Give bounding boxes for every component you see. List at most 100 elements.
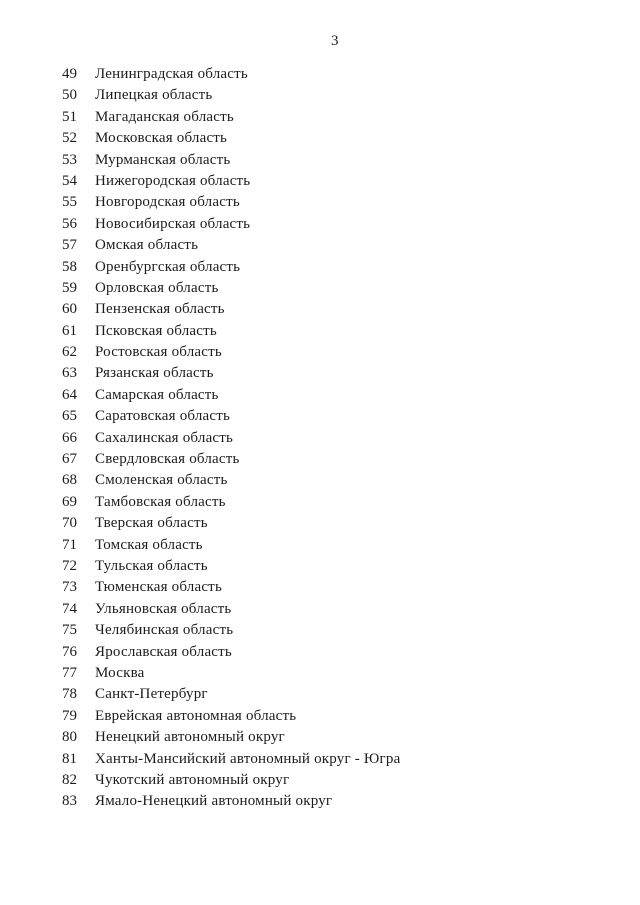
item-label: Ростовская область [95,344,222,361]
item-label: Тамбовская область [95,493,226,510]
item-number: 80 [62,729,77,746]
list-item: 51 Магаданская область [62,107,620,128]
item-number: 56 [62,215,77,232]
item-label: Магаданская область [95,108,234,125]
item-number: 81 [62,750,77,767]
list-item: 79 Еврейская автономная область [62,706,620,727]
item-label: Тюменская область [95,579,222,596]
item-label: Рязанская область [95,365,214,382]
item-label: Новгородская область [95,194,240,211]
list-item: 57 Омская область [62,235,620,256]
list-item: 60 Пензенская область [62,299,620,320]
list-item: 73 Тюменская область [62,577,620,598]
item-label: Оренбургская область [95,258,241,275]
list-item: 78 Санкт-Петербург [62,684,620,705]
list-item: 66 Сахалинская область [62,428,620,449]
list-item: 64 Самарская область [62,385,620,406]
item-label: Московская область [95,130,228,147]
item-label: Саратовская область [95,408,231,425]
item-label: Тверская область [95,515,208,532]
list-item: 54 Нижегородская область [62,171,620,192]
item-number: 58 [62,258,77,275]
list-item: 81 Ханты-Мансийский автономный округ - Юг… [62,749,620,770]
list-item: 65 Саратовская область [62,406,620,427]
item-label: Орловская область [95,279,219,296]
item-number: 75 [62,622,77,639]
list-item: 49 Ленинградская область [62,64,620,85]
list-item: 71 Томская область [62,535,620,556]
item-number: 55 [62,194,77,211]
item-label: Мурманская область [95,151,231,168]
item-label: Ленинградская область [95,66,248,82]
list-item: 74 Ульяновская область [62,599,620,620]
item-number: 69 [62,493,77,510]
list-item: 56 Новосибирская область [62,214,620,235]
list-item: 61 Псковская область [62,321,620,342]
item-number: 51 [62,108,77,125]
item-number: 76 [62,643,77,660]
item-label: Омская область [95,237,199,254]
item-number: 54 [62,172,77,189]
item-number: 70 [62,515,77,532]
item-label: Чукотский автономный округ [95,771,290,788]
item-label: Москва [95,664,145,681]
item-label: Псковская область [95,322,217,339]
page-number: 3 [331,33,339,49]
list-item: 69 Тамбовская область [62,492,620,513]
item-label: Ярославская область [95,643,232,660]
item-number: 57 [62,237,77,254]
item-number: 50 [62,87,77,104]
item-label: Ханты-Мансийский автономный округ - Югра [95,750,401,767]
list-item: 82 Чукотский автономный округ [62,770,620,791]
item-label: Санкт-Петербург [95,686,208,703]
item-label: Ненецкий автономный округ [95,729,285,746]
item-label: Ямало-Ненецкий автономный округ [95,793,333,810]
list-item: 55 Новгородская область [62,192,620,213]
item-label: Пензенская область [95,301,225,318]
list-item: 59 Орловская область [62,278,620,299]
item-number: 52 [62,130,77,147]
item-number: 72 [62,557,77,574]
item-number: 63 [62,365,77,382]
item-label: Липецкая область [95,87,213,104]
item-number: 74 [62,600,77,617]
item-number: 66 [62,429,77,446]
list-item: 72 Тульская область [62,556,620,577]
item-number: 49 [62,66,77,82]
item-number: 60 [62,301,77,318]
item-label: Свердловская область [95,451,240,468]
item-number: 82 [62,771,77,788]
item-label: Томская область [95,536,203,553]
item-number: 83 [62,793,77,810]
item-label: Еврейская автономная область [95,707,297,724]
item-label: Новосибирская область [95,215,251,232]
item-number: 67 [62,451,77,468]
item-number: 61 [62,322,77,339]
list-item: 77 Москва [62,663,620,684]
item-label: Смоленская область [95,472,228,489]
list-item: 75 Челябинская область [62,620,620,641]
item-number: 59 [62,279,77,296]
item-label: Тульская область [95,557,208,574]
item-number: 62 [62,344,77,361]
list-item: 50 Липецкая область [62,85,620,106]
item-label: Сахалинская область [95,429,234,446]
item-number: 68 [62,472,77,489]
item-label: Самарская область [95,386,219,403]
list-item: 80 Ненецкий автономный округ [62,727,620,748]
item-label: Нижегородская область [95,172,251,189]
item-label: Ульяновская область [95,600,232,617]
item-number: 79 [62,707,77,724]
list-item: 53 Мурманская область [62,150,620,171]
item-number: 73 [62,579,77,596]
region-list: 49 Ленинградская область 50 Липецкая област… [62,64,620,813]
list-item: 76 Ярославская область [62,642,620,663]
item-number: 71 [62,536,77,553]
item-number: 64 [62,386,77,403]
list-item: 62 Ростовская область [62,342,620,363]
item-number: 77 [62,664,77,681]
list-item: 52 Московская область [62,128,620,149]
list-item: 83 Ямало-Ненецкий автономный округ [62,791,620,812]
list-item: 70 Тверская область [62,513,620,534]
